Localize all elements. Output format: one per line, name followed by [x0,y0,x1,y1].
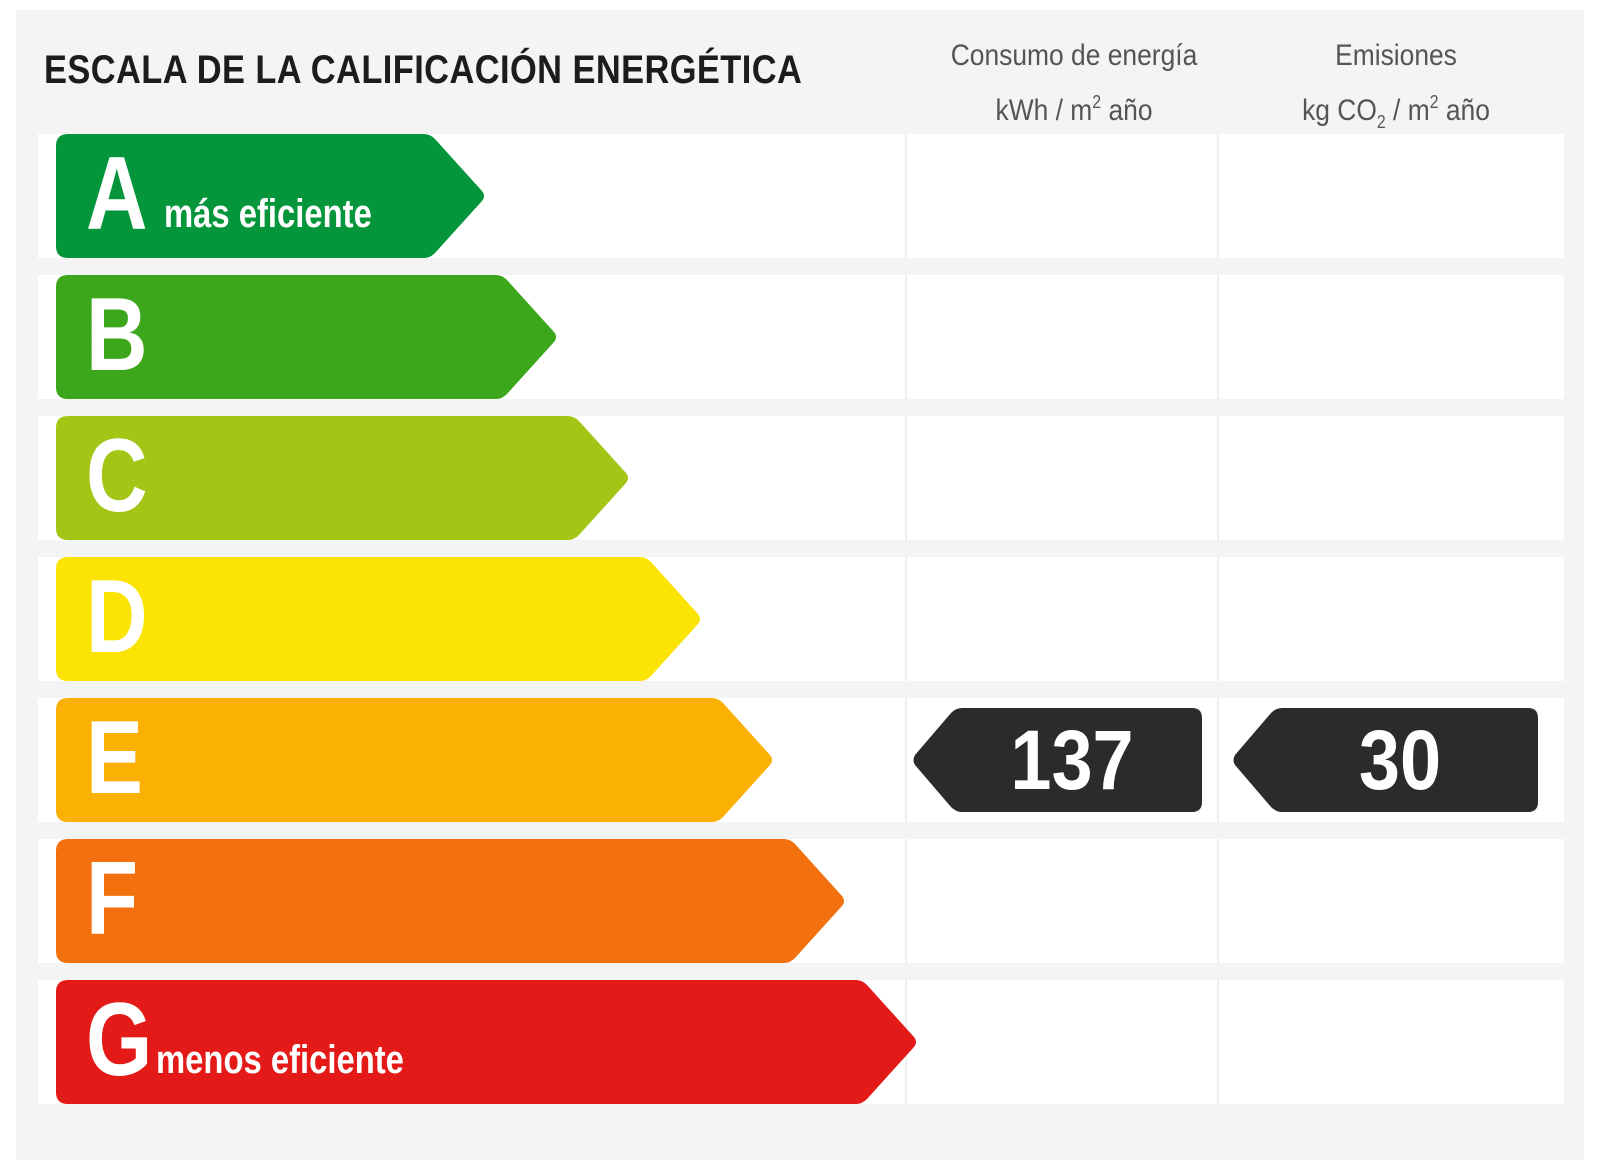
value-marker-text: 30 [1358,713,1442,807]
emisiones-header-label: Emisiones [1335,39,1457,72]
rating-letter: F [86,841,139,957]
consumo-cell [905,275,1215,399]
scale-title: ESCALA DE LA CALIFICACIÓN ENERGÉTICA [44,48,803,92]
emisiones-column-header: Emisiones kg CO2 / m2 año [1226,32,1566,146]
rating-arrow-b: B [56,275,558,399]
rating-arrow-shape [56,275,556,399]
rating-letter: D [86,559,148,675]
rating-arrow-shape [56,839,844,963]
rating-letter: E [86,700,143,816]
rating-letter: B [86,277,148,393]
rating-row-b: B [38,275,1564,399]
consumo-column-header: Consumo de energía kWh / m2 año [909,32,1239,134]
rating-letter: G [86,982,153,1098]
rating-arrow-shape [56,134,484,258]
rating-arrow-shape [56,698,772,822]
emisiones-header-unit: kg CO2 / m2 año [1302,92,1490,132]
rating-row-c: C [38,416,1564,540]
emisiones-cell [1217,134,1548,258]
rating-row-f: F [38,839,1564,963]
emisiones-cell [1217,980,1548,1104]
emisiones-cell [1217,416,1548,540]
rating-arrow-d: D [56,557,702,681]
rating-sublabel: menos eficiente [156,1038,404,1082]
consumo-value-marker: 137 [912,708,1202,812]
rating-arrow-shape [56,980,916,1104]
rating-sublabel: más eficiente [164,192,372,236]
value-marker-shape [913,708,1202,812]
consumo-cell [905,980,1215,1104]
emisiones-cell [1217,839,1548,963]
rating-letter: A [86,136,148,252]
energy-label-panel: ESCALA DE LA CALIFICACIÓN ENERGÉTICA Con… [16,10,1584,1160]
emisiones-cell [1217,557,1548,681]
value-marker-text: 137 [1010,713,1134,807]
rating-letter: C [86,418,148,534]
consumo-cell [905,839,1215,963]
rating-row-d: D [38,557,1564,681]
consumo-cell [905,134,1215,258]
rating-arrow-shape [56,557,700,681]
rating-arrow-c: C [56,416,630,540]
consumo-header-unit: kWh / m2 año [995,92,1153,127]
consumo-cell [905,416,1215,540]
emisiones-value-marker: 30 [1232,708,1538,812]
rating-arrow-shape [56,416,628,540]
rating-arrow-e: E [56,698,774,822]
consumo-header-label: Consumo de energía [950,39,1198,72]
consumo-cell [905,557,1215,681]
emisiones-cell [1217,275,1548,399]
rating-row-e: E 137 30 [38,698,1564,822]
value-marker-shape [1233,708,1538,812]
rating-arrow-f: F [56,839,846,963]
